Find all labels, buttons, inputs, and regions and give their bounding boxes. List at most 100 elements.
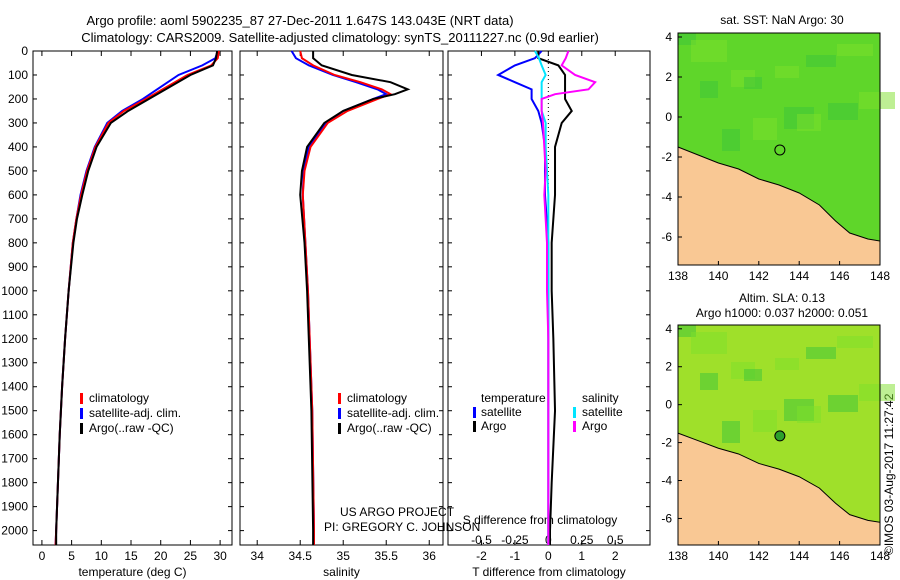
depth-tick-label: 600 — [8, 188, 28, 202]
ocean-patch — [744, 369, 762, 381]
lon-tick-label: 146 — [830, 549, 850, 563]
legend-label: satellite — [582, 405, 623, 419]
temperature-frame — [32, 50, 233, 546]
x-tick-label: 34 — [251, 549, 265, 563]
legend-swatch — [80, 408, 83, 419]
series-satellite-adj-clim- — [54, 50, 219, 546]
depth-tick-label: 0 — [21, 44, 28, 58]
ocean-patch — [753, 118, 777, 140]
lon-tick-label: 140 — [708, 549, 728, 563]
lat-tick-label: 2 — [665, 70, 672, 84]
ocean-patch — [837, 44, 873, 56]
legend-swatch — [473, 421, 476, 432]
imos-credit: ©IMOS 03-Aug-2017 11:27:42 — [882, 393, 896, 555]
lat-tick-label: -2 — [661, 150, 672, 164]
lon-tick-label: 148 — [870, 549, 890, 563]
lat-tick-label: 4 — [665, 322, 672, 336]
lon-tick-label: 140 — [708, 269, 728, 283]
legend-label: satellite-adj. clim. — [347, 406, 439, 420]
x-tick-label: 0 — [545, 549, 552, 563]
s-axis-label: S difference from climatology — [463, 513, 618, 527]
lon-tick-label: 144 — [789, 549, 809, 563]
ocean-patch — [797, 114, 821, 131]
map-title: Altim. SLA: 0.13 — [739, 291, 825, 305]
argo-position-marker — [774, 430, 786, 442]
depth-tick-label: 1400 — [1, 380, 28, 394]
ocean-patch — [837, 336, 873, 348]
depth-tick-label: 1900 — [1, 500, 28, 514]
ocean-patch — [797, 406, 821, 423]
depth-tick-label: 300 — [8, 116, 28, 130]
ocean-patch — [806, 347, 836, 359]
project-line2: PI: GREGORY C. JOHNSON — [324, 520, 480, 534]
project-line1: US ARGO PROJECT — [340, 505, 455, 519]
lat-tick-label: 0 — [665, 110, 672, 124]
x-tick-label: 1 — [578, 549, 585, 563]
x-tick-label: 2 — [612, 549, 619, 563]
depth-tick-label: 1300 — [1, 356, 28, 370]
ocean-patch — [722, 421, 740, 443]
legend-label: climatology — [89, 391, 149, 405]
ocean-patch — [722, 129, 740, 151]
ocean-patch — [775, 66, 799, 78]
ocean-patch — [691, 332, 727, 354]
ocean-patch — [691, 40, 727, 62]
x-tick-label: 36 — [423, 549, 437, 563]
lat-tick-label: -6 — [661, 511, 672, 525]
legend-label: satellite — [481, 405, 522, 419]
legend-swatch — [338, 423, 341, 434]
ocean-patch — [828, 395, 858, 412]
x-tick-label: 35.5 — [375, 549, 399, 563]
ocean-patch — [828, 103, 858, 120]
depth-tick-label: 1700 — [1, 452, 28, 466]
depth-tick-label: 1600 — [1, 428, 28, 442]
lat-tick-label: 0 — [665, 398, 672, 412]
salinity-frame — [239, 50, 444, 546]
lon-tick-label: 142 — [749, 549, 769, 563]
lon-tick-label: 144 — [789, 269, 809, 283]
legend-swatch — [80, 423, 83, 434]
depth-tick-label: 1000 — [1, 284, 28, 298]
lon-tick-label: 138 — [668, 549, 688, 563]
legend-swatch — [338, 408, 341, 419]
depth-tick-label: 800 — [8, 236, 28, 250]
lon-tick-label: 142 — [749, 269, 769, 283]
lon-tick-label: 146 — [830, 269, 850, 283]
legend-swatch — [80, 393, 83, 404]
ocean-patch — [700, 373, 718, 390]
x-tick-label: 30 — [213, 549, 227, 563]
lat-tick-label: -2 — [661, 436, 672, 450]
series-argo-raw-qc- — [55, 50, 219, 545]
legend-label: Argo(..raw -QC) — [347, 421, 432, 435]
lat-tick-label: -6 — [661, 230, 672, 244]
title-line2: Climatology: CARS2009. Satellite-adjuste… — [81, 30, 599, 45]
series-t-satellite — [495, 50, 550, 545]
depth-tick-label: 2000 — [1, 524, 28, 538]
depth-tick-label: 200 — [8, 92, 28, 106]
legend-label: Argo(..raw -QC) — [89, 421, 174, 435]
ocean-patch — [700, 81, 718, 98]
argo-position-marker — [774, 144, 786, 156]
series-s-argo — [540, 50, 597, 545]
series-climatology — [54, 50, 220, 546]
depth-tick-label: 700 — [8, 212, 28, 226]
lon-tick-label: 148 — [870, 269, 890, 283]
legend-swatch — [473, 407, 476, 418]
depth-tick-label: 500 — [8, 164, 28, 178]
legend-swatch — [573, 407, 576, 418]
sst-map-frame — [677, 32, 881, 266]
x-tick-label: 0 — [39, 549, 46, 563]
series-climatology — [299, 50, 393, 545]
legend-label: Argo — [481, 419, 507, 433]
ocean-patch — [859, 92, 895, 109]
depth-tick-label: 400 — [8, 140, 28, 154]
ocean-patch — [744, 77, 762, 89]
sla-map-frame — [677, 324, 881, 546]
legend-title-salinity: salinity — [582, 391, 619, 405]
depth-tick-label: 1800 — [1, 476, 28, 490]
x-tick-label: 25 — [184, 549, 198, 563]
s-tick-label: 0.25 — [570, 533, 594, 547]
s-tick-label: -0.5 — [471, 533, 492, 547]
legend-swatch — [573, 421, 576, 432]
